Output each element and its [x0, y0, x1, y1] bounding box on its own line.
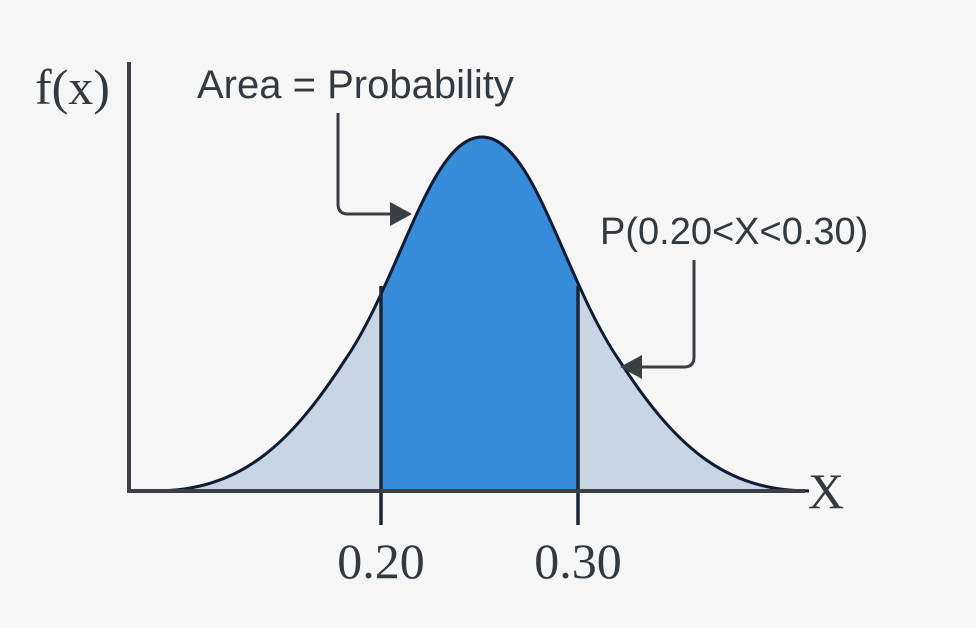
- probability-annotation: P(0.20<X<0.30): [600, 211, 868, 253]
- bell-curve: [154, 135, 810, 493]
- lower-bound-label: 0.20: [337, 533, 425, 589]
- area-annotation: Area = Probability: [197, 63, 514, 107]
- upper-bound-label: 0.30: [534, 533, 622, 589]
- probability-arrow-head-icon: [620, 355, 642, 379]
- y-axis-label: f(x): [35, 59, 110, 115]
- x-axis-label: X: [808, 463, 844, 519]
- area-arrow-line: [336, 113, 395, 216]
- area-arrow-head-icon: [390, 202, 412, 226]
- probability-arrow-line: [638, 260, 696, 369]
- probability-area: [381, 137, 578, 491]
